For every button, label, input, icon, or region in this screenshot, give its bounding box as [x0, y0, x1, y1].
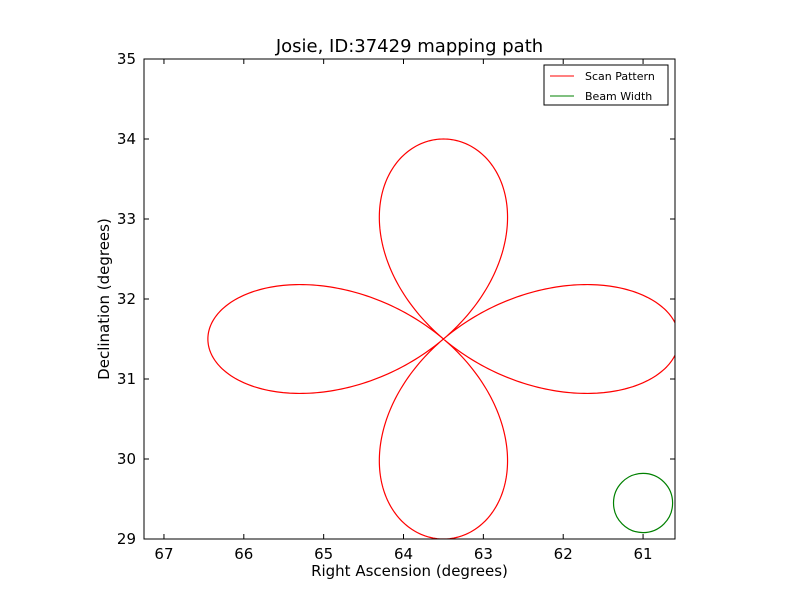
- scan-pattern-line: [207, 138, 675, 539]
- beam-width-circle: [612, 472, 674, 534]
- y-tick-label: 33: [117, 210, 136, 228]
- x-tick-label: 62: [554, 545, 573, 563]
- legend-label-beam-width: Beam Width: [585, 90, 652, 103]
- series-layer: [207, 138, 675, 539]
- y-tick-label: 29: [117, 530, 136, 548]
- legend: Scan Pattern Beam Width: [543, 64, 669, 106]
- y-tick-label: 31: [117, 370, 136, 388]
- ticks-layer: 67 66 65 64 63 62 61 29 30 31 32 33 34 35: [117, 50, 675, 563]
- y-tick-label: 34: [117, 130, 136, 148]
- y-tick-label: 30: [117, 450, 136, 468]
- legend-label-scan-pattern: Scan Pattern: [585, 70, 655, 83]
- chart-title: Josie, ID:37429 mapping path: [275, 36, 543, 57]
- x-axis-title: Right Ascension (degrees): [311, 562, 508, 580]
- legend-box: [543, 64, 669, 106]
- x-tick-label: 67: [154, 545, 173, 563]
- y-tick-label: 32: [117, 290, 136, 308]
- x-tick-label: 64: [394, 545, 413, 563]
- y-tick-label: 35: [117, 50, 136, 68]
- y-axis-title: Declination (degrees): [95, 218, 113, 380]
- x-tick-label: 61: [634, 545, 653, 563]
- x-tick-label: 66: [234, 545, 253, 563]
- x-tick-label: 65: [314, 545, 333, 563]
- x-tick-label: 63: [474, 545, 493, 563]
